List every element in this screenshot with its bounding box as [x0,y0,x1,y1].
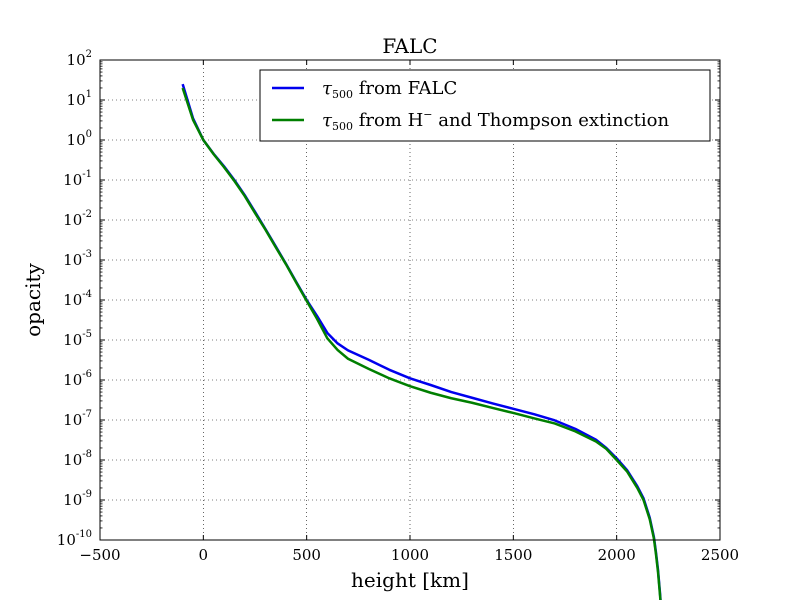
legend-tau-symbol: τ [322,78,333,99]
y-tick-label: 100 [67,129,92,149]
series-line-1 [181,87,662,600]
x-tick-label: 1500 [494,546,532,564]
x-tick-label: 2000 [598,546,636,564]
y-tick-label: 10-3 [63,249,92,269]
y-tick-label: 10-5 [63,329,92,349]
y-tick-label: 10-4 [63,289,92,309]
y-tick-label: 10-1 [63,169,92,189]
legend-subscript: 500 [332,120,353,133]
legend-label-text: from H [353,110,423,131]
legend-box [259,69,711,142]
x-tick-label: 0 [199,546,209,564]
legend: τ500 from FALC τ500 from H− and Thompson… [259,69,711,142]
chart-title: FALC [382,34,437,58]
x-tick-label: 500 [292,546,321,564]
legend-superscript: − [423,108,432,121]
legend-label-text: from FALC [353,78,457,99]
axis-ticks [99,59,721,541]
legend-entry-h-minus: τ500 from H− and Thompson extinction [322,108,670,133]
y-tick-label: 10-2 [63,209,92,229]
y-tick-label: 10-6 [63,369,92,389]
y-tick-label: 10-8 [63,449,92,469]
legend-subscript: 500 [332,88,353,101]
legend-label-text-2: and Thompson extinction [433,110,670,131]
x-tick-labels: −500 0 500 1000 1500 2000 2500 [79,546,739,564]
y-tick-label: 101 [67,89,92,109]
y-tick-label: 102 [67,49,92,69]
y-tick-label: 10-7 [63,409,92,429]
y-tick-label: 10-10 [57,529,92,549]
x-tick-label: 1000 [391,546,429,564]
legend-entry-falc: τ500 from FALC [322,78,457,101]
y-tick-label: 10-9 [63,489,92,509]
x-axis-label: height [km] [351,568,469,592]
y-axis-label: opacity [21,262,45,336]
x-tick-label: −500 [79,546,120,564]
series-layer [181,83,662,600]
legend-tau-symbol: τ [322,110,333,131]
y-tick-labels: 102 101 100 10-1 10-2 10-3 10-4 10-5 10-6 10-7 10-… [57,49,92,549]
x-tick-label: 2500 [701,546,739,564]
